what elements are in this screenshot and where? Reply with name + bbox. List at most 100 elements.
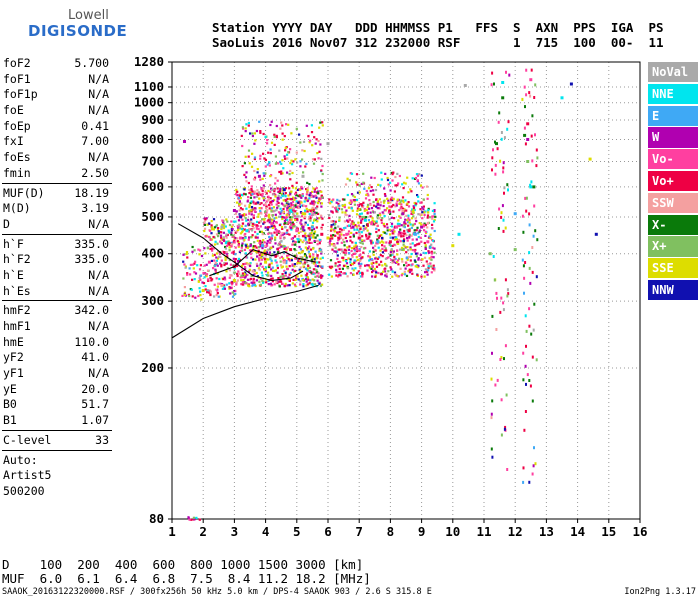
echo-point	[251, 284, 254, 287]
echo-point	[412, 215, 415, 218]
echo-point	[297, 260, 300, 263]
echo-point	[408, 236, 411, 240]
echo-point	[236, 274, 239, 278]
echo-point	[246, 278, 250, 281]
echo-point	[376, 224, 379, 227]
echo-point	[182, 260, 185, 263]
echo-point	[220, 265, 223, 268]
data-point	[282, 188, 286, 192]
echo-point	[191, 263, 194, 266]
echo-point	[243, 228, 246, 231]
echo-point	[280, 202, 283, 205]
echo-point	[376, 234, 379, 237]
echo-point	[263, 218, 266, 221]
echo-point	[189, 263, 192, 266]
echo-point	[340, 241, 343, 244]
echo-point	[228, 231, 231, 234]
echo-point	[312, 227, 316, 230]
echo-point	[396, 240, 399, 244]
echo-point	[374, 274, 377, 277]
echo-point	[220, 259, 223, 262]
echo-point	[256, 275, 259, 278]
echo-point	[500, 433, 503, 437]
data-point	[207, 260, 211, 264]
echo-point	[216, 228, 219, 231]
echo-point	[333, 220, 336, 223]
echo-point	[344, 226, 347, 229]
echo-point	[298, 194, 301, 197]
echo-point	[334, 220, 337, 223]
echo-point	[266, 142, 269, 145]
data-point	[457, 232, 461, 236]
echo-point	[391, 252, 395, 255]
legend-entry-e: E	[648, 105, 698, 126]
echo-point	[305, 256, 308, 259]
echo-point	[334, 246, 337, 249]
echo-point	[193, 249, 196, 252]
echo-point	[429, 246, 432, 249]
echo-point	[268, 235, 271, 239]
echo-point	[264, 210, 267, 213]
echo-point	[251, 193, 254, 196]
echo-point	[341, 250, 344, 253]
echo-point	[233, 241, 236, 244]
echo-point	[210, 224, 213, 227]
echo-point	[416, 174, 420, 177]
echo-point	[205, 273, 209, 276]
echo-point	[237, 270, 240, 273]
echo-point	[370, 262, 373, 265]
echo-point	[351, 254, 354, 257]
echo-point	[406, 202, 409, 205]
echo-point	[521, 97, 524, 101]
echo-point	[301, 250, 304, 253]
echo-point	[433, 209, 436, 212]
echo-point	[280, 245, 283, 248]
echo-point	[321, 164, 324, 168]
echo-point	[298, 268, 301, 271]
echo-point	[315, 269, 318, 272]
echo-point	[190, 288, 193, 291]
echo-point	[279, 260, 282, 263]
echo-point	[222, 221, 225, 224]
echo-point	[357, 262, 360, 265]
echo-point	[505, 70, 507, 74]
echo-point	[281, 216, 284, 219]
echo-point	[280, 240, 283, 243]
echo-point	[369, 189, 372, 193]
echo-point	[289, 218, 292, 222]
echo-point	[227, 240, 230, 243]
echo-point	[504, 226, 507, 230]
echo-point	[223, 285, 226, 289]
echo-point	[293, 254, 296, 257]
echo-point	[270, 141, 274, 144]
echo-point	[405, 251, 408, 254]
echo-point	[297, 201, 300, 204]
echo-point	[358, 229, 361, 232]
echo-point	[422, 223, 425, 226]
echo-point	[402, 181, 406, 184]
echo-point	[387, 270, 390, 273]
echo-point	[278, 149, 281, 152]
echo-point	[231, 291, 234, 294]
echo-point	[232, 250, 235, 253]
data-point	[529, 185, 533, 189]
echo-point	[231, 228, 234, 231]
echo-point	[265, 211, 268, 214]
echo-point	[316, 217, 319, 220]
echo-point	[229, 292, 232, 295]
echo-point	[311, 271, 314, 274]
echo-point	[371, 270, 374, 274]
echo-point	[289, 271, 292, 275]
echo-point	[283, 220, 286, 223]
echo-point	[362, 181, 365, 184]
legend-entry-ssw: SSW	[648, 192, 698, 214]
echo-point	[295, 254, 298, 258]
echo-point	[257, 213, 260, 216]
echo-point	[533, 446, 535, 450]
echo-point	[391, 173, 394, 176]
echo-point	[219, 234, 223, 237]
echo-point	[230, 225, 233, 228]
echo-point	[338, 234, 341, 237]
echo-point	[358, 184, 361, 187]
echo-point	[359, 258, 362, 261]
